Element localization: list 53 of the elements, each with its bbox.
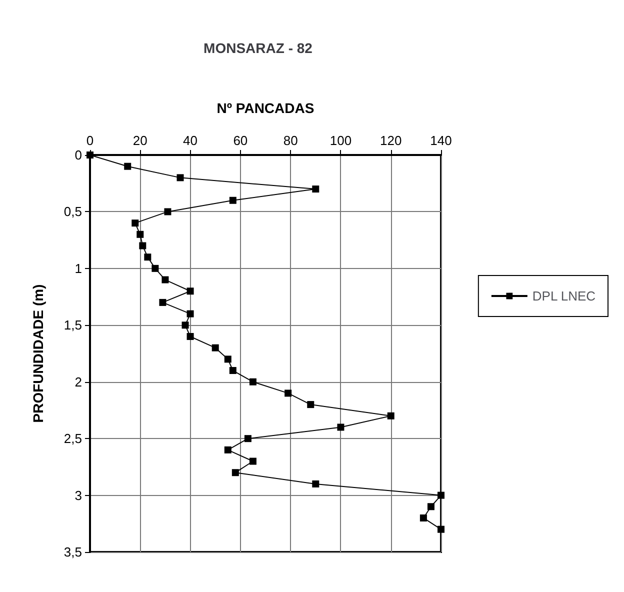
chart-title: MONSARAZ - 82 [204,40,313,56]
point [229,196,236,204]
x-tick-label: 60 [233,133,248,148]
point [176,174,184,182]
x-tick-label: 120 [380,133,402,148]
y-tick-label: 2,5 [64,431,82,446]
x-tick-label: 80 [283,133,298,148]
x-axis-title: Nº PANCADAS [216,100,314,116]
point [387,412,394,420]
point [212,344,219,352]
point [307,401,314,408]
point [144,254,152,261]
point [312,480,320,488]
y-tick-label: 3,5 [64,544,82,560]
y-tick-label: 3 [74,488,82,503]
point [249,378,256,386]
x-tick-label: 100 [330,133,352,148]
point [232,469,239,476]
x-tick-label: 140 [430,133,452,148]
point [186,332,194,340]
point [224,356,232,363]
y-tick-label: 0 [74,148,82,162]
point [132,220,139,227]
point [136,230,144,238]
point [229,367,236,374]
point [337,424,344,431]
point [420,514,427,522]
point [186,288,194,295]
y-tick-label: 0,5 [64,204,82,220]
point [152,264,159,272]
x-tick-label: 20 [132,133,148,148]
point [124,162,132,170]
point [284,390,292,397]
y-tick-label: 1 [74,260,82,276]
point [164,208,172,216]
point [186,310,194,318]
point [224,446,232,454]
point [139,242,146,250]
y-axis-title: PROFUNDIDADE (m) [30,284,46,423]
point [312,186,320,193]
point [244,435,252,442]
point [159,298,166,306]
x-tick-label: 0 [86,133,94,148]
point [427,503,434,510]
point [438,526,444,533]
y-tick-label: 2 [74,374,82,390]
point [162,276,169,284]
legend-label: DPL LNEC [532,288,596,304]
point [182,322,189,329]
x-tick-label: 40 [183,133,198,148]
point [249,458,256,465]
y-tick-label: 1,5 [64,318,82,333]
point [438,492,444,499]
